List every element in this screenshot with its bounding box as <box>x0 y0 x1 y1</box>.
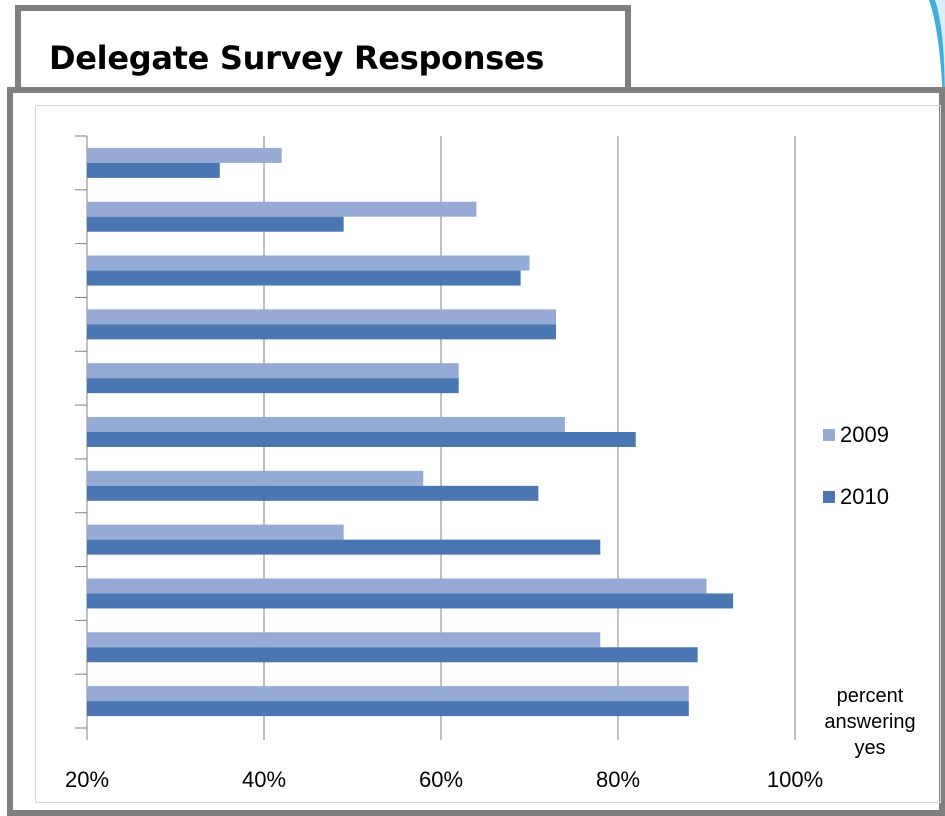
legend-item-2009: 2009 <box>823 422 889 448</box>
bar-2009 <box>87 686 689 702</box>
bar-2009 <box>87 255 530 271</box>
x-tick-label: 100% <box>767 767 823 792</box>
bar-2009 <box>87 309 557 325</box>
bar-2010 <box>87 216 344 232</box>
bar-2010 <box>87 539 601 555</box>
bar-2010 <box>87 593 734 609</box>
bar-2010 <box>87 162 220 178</box>
x-tick-label: 40% <box>242 767 286 792</box>
title-box: Delegate Survey Responses <box>15 5 631 93</box>
decorative-swoosh <box>929 0 945 200</box>
legend-item-2010: 2010 <box>823 484 889 510</box>
bar-2009 <box>87 632 601 648</box>
bars <box>87 147 734 717</box>
legend-label-2009: 2009 <box>840 422 889 447</box>
bar-2009 <box>87 417 565 432</box>
bar-2009 <box>87 363 459 379</box>
chart-title: Delegate Survey Responses <box>49 39 545 77</box>
bar-2009 <box>87 524 344 540</box>
x-tick-label: 80% <box>596 767 640 792</box>
bar-2010 <box>87 485 539 501</box>
bar-2010 <box>87 324 557 340</box>
bar-2009 <box>87 470 424 486</box>
x-tick-label: 20% <box>65 767 109 792</box>
bar-2010 <box>87 270 521 286</box>
bar-2009 <box>87 578 707 594</box>
x-axis-title-line-3: yes <box>854 737 886 759</box>
bar-2009 <box>87 201 477 217</box>
x-axis-ticks: 20% 40% 60% 80% 100% <box>65 767 823 792</box>
legend-label-2010: 2010 <box>840 484 889 509</box>
x-axis-title: percent answering yes <box>795 683 945 761</box>
bar-2010 <box>87 432 636 447</box>
x-axis-title-line-2: answering <box>824 711 916 733</box>
chart-area-border <box>35 105 941 803</box>
legend-swatch-2009 <box>823 429 835 441</box>
x-tick-label: 60% <box>419 767 463 792</box>
bar-2010 <box>87 378 459 394</box>
x-axis-title-line-1: percent <box>836 685 904 707</box>
bar-2010 <box>87 647 698 663</box>
bar-2010 <box>87 701 689 717</box>
bar-2009 <box>87 147 282 163</box>
legend-swatch-2010 <box>823 491 835 503</box>
